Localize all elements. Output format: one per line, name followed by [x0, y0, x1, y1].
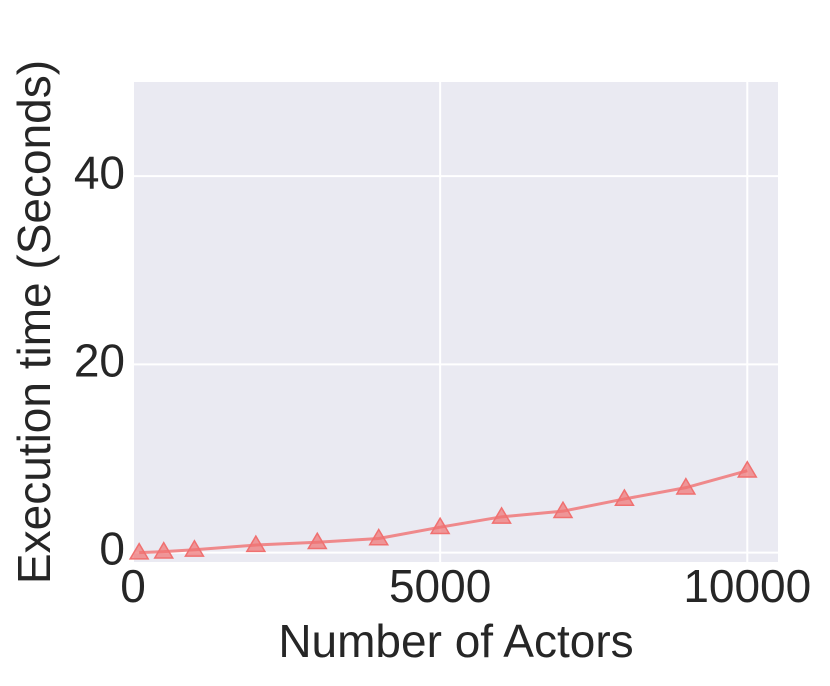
marker [128, 542, 150, 560]
marker [552, 500, 574, 519]
marker [675, 477, 697, 495]
marker [614, 488, 635, 506]
x-tick-label: 10000 [683, 560, 811, 612]
marker [153, 541, 175, 559]
x-tick-label: 5000 [389, 560, 491, 612]
y-tick-label: 0 [99, 523, 125, 575]
x-tick-label: 0 [120, 560, 146, 612]
marker [491, 506, 512, 524]
y-axis-label: Execution time (Seconds) [8, 60, 60, 584]
marker [368, 527, 390, 546]
marker [184, 539, 205, 557]
marker [245, 534, 267, 553]
marker [306, 531, 328, 550]
plot-area [133, 82, 778, 562]
y-tick-label: 20 [74, 335, 125, 387]
marker [736, 460, 758, 478]
y-tick-label: 40 [74, 146, 125, 198]
marker [429, 516, 451, 535]
x-axis-label: Number of Actors [278, 615, 633, 667]
